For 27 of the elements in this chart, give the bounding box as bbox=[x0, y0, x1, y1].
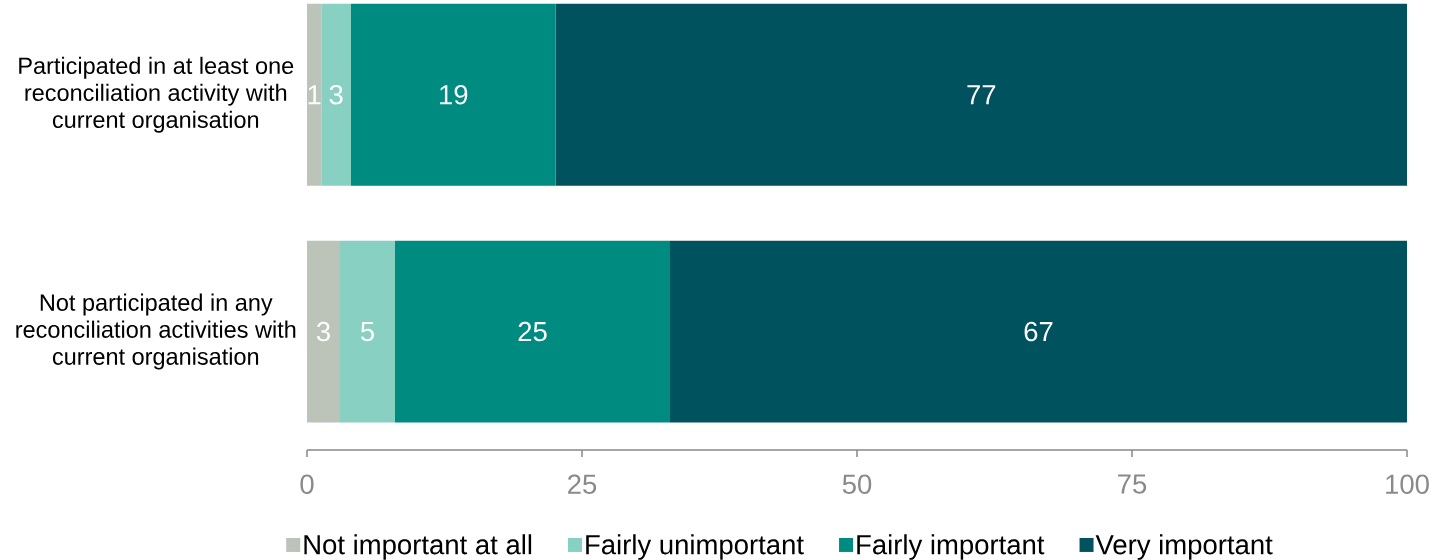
x-tick-label: 75 bbox=[1118, 474, 1147, 494]
x-tick-label: 50 bbox=[842, 474, 872, 494]
x-tick-label: 100 bbox=[1386, 474, 1429, 494]
bar bbox=[395, 240, 670, 423]
bar bbox=[351, 3, 556, 186]
bar bbox=[340, 240, 395, 423]
legend-label: Very important bbox=[1095, 534, 1273, 560]
data-label: 77 bbox=[967, 85, 996, 105]
legend-label: Fairly important bbox=[857, 534, 1045, 560]
data-label: 67 bbox=[1024, 321, 1053, 342]
legend-label: Fairly unimportant bbox=[586, 534, 804, 560]
data-label: 19 bbox=[440, 85, 468, 105]
bar bbox=[321, 3, 351, 186]
data-label: 3 bbox=[329, 85, 343, 105]
data-label: 3 bbox=[316, 321, 330, 342]
data-label: 1 bbox=[308, 85, 321, 105]
bar bbox=[307, 240, 340, 423]
legend-label: Not important at all bbox=[304, 534, 532, 560]
data-label: 5 bbox=[360, 321, 374, 342]
bar bbox=[555, 3, 1407, 186]
x-tick-label: 25 bbox=[568, 474, 597, 494]
y-tick-label: Participated in at least one reconciliation activity with current organisation bbox=[19, 56, 294, 133]
bar bbox=[307, 3, 322, 186]
data-label: 25 bbox=[518, 321, 547, 342]
bar bbox=[670, 240, 1407, 423]
y-tick-label: Not participated in any reconciliation activities with current organisation bbox=[16, 293, 296, 370]
x-tick-label: 0 bbox=[300, 474, 314, 494]
